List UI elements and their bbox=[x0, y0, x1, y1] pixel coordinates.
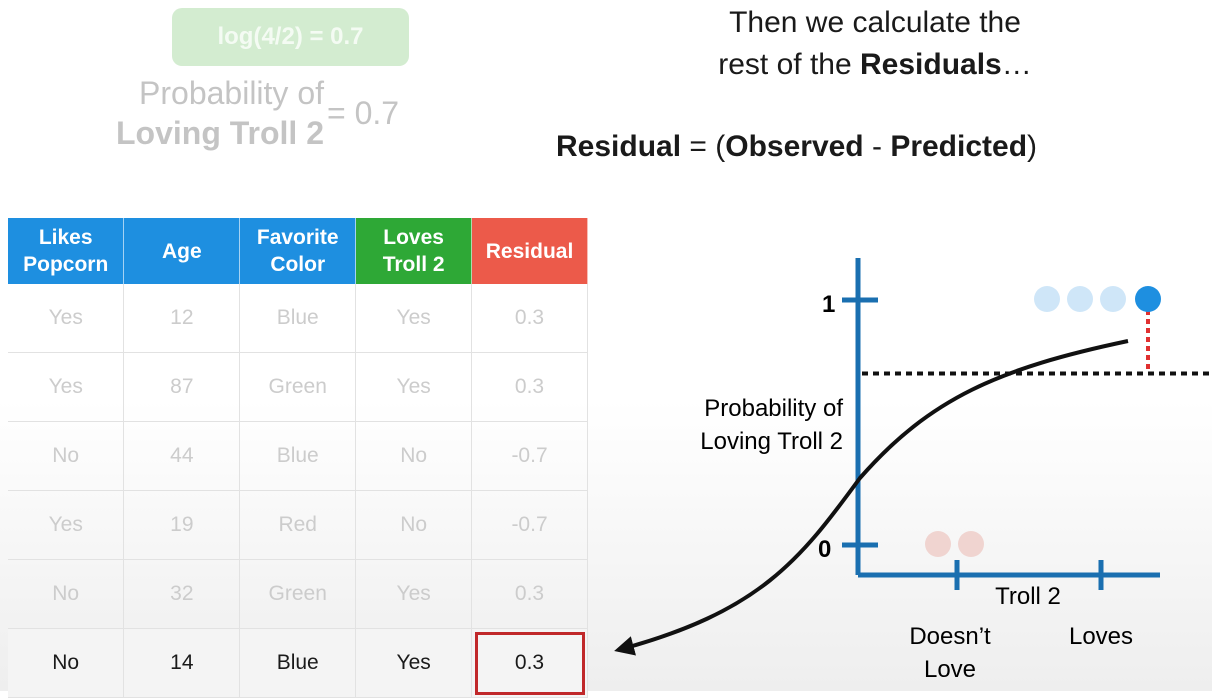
data-point-doesnt-love-faded bbox=[958, 531, 984, 557]
data-point-doesnt-love-faded bbox=[925, 531, 951, 557]
y-axis-label-line2: Loving Troll 2 bbox=[700, 428, 843, 455]
data-point-loves-faded bbox=[1034, 286, 1060, 312]
y-tick-label-1: 1 bbox=[822, 291, 835, 318]
x-category-doesnt-love-line2: Love bbox=[924, 656, 976, 683]
y-axis-label-line1: Probability of bbox=[704, 395, 843, 422]
y-tick-label-0: 0 bbox=[818, 536, 831, 563]
x-category-doesnt-love-line1: Doesn’t bbox=[909, 623, 991, 650]
x-axis-title: Troll 2 bbox=[995, 583, 1061, 610]
x-category-loves: Loves bbox=[1069, 623, 1133, 650]
data-point-loves-faded bbox=[1100, 286, 1126, 312]
data-point-loves-current bbox=[1135, 286, 1161, 312]
data-point-loves-faded bbox=[1067, 286, 1093, 312]
